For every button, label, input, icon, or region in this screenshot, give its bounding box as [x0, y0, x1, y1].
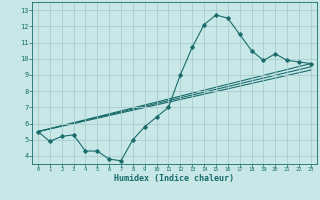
X-axis label: Humidex (Indice chaleur): Humidex (Indice chaleur): [115, 174, 234, 183]
